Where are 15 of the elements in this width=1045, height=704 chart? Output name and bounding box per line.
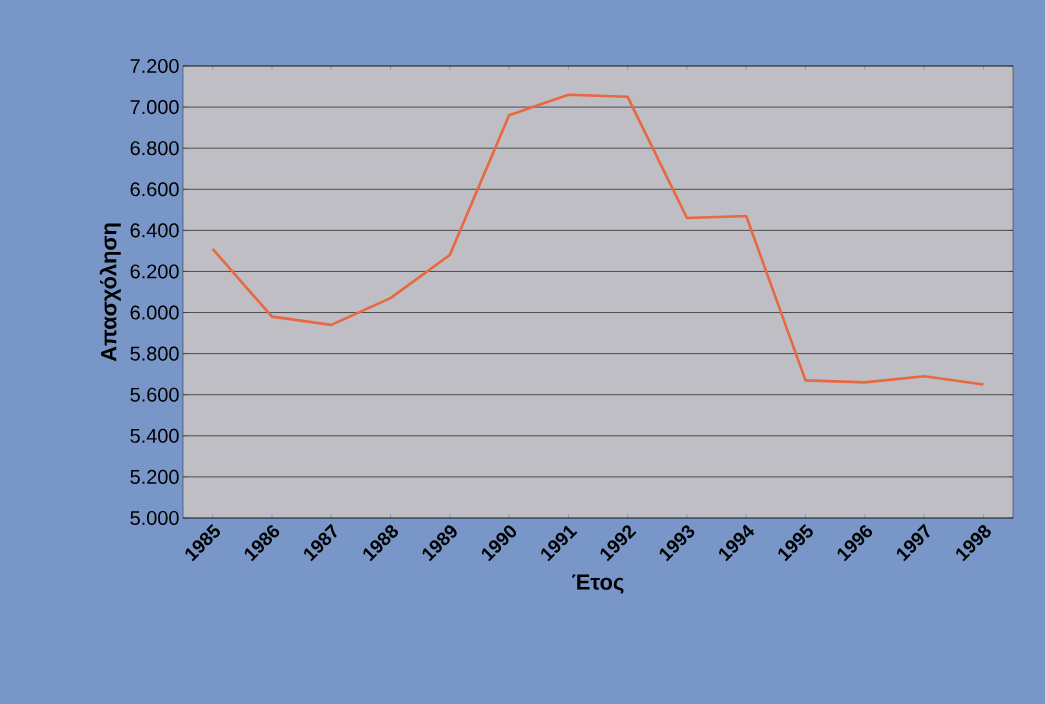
y-tick-label: 6.200	[130, 264, 179, 279]
y-tick-label: 5.600	[130, 387, 179, 402]
y-tick-label: 7.000	[130, 100, 179, 115]
y-tick-label: 5.000	[130, 510, 179, 526]
x-axis-title: Έτος	[572, 574, 624, 594]
y-tick-label: 5.400	[130, 428, 179, 443]
y-tick-label: 6.600	[130, 182, 179, 197]
y-tick-label: 5.200	[130, 469, 179, 484]
line-series	[211, 93, 985, 386]
y-tick-label: 6.800	[130, 141, 179, 156]
y-tick-label: 5.800	[130, 346, 179, 361]
y-axis-title: Απασχόληση	[99, 223, 121, 362]
y-tick-label: 6.000	[130, 305, 179, 320]
y-tick-label: 6.400	[130, 223, 179, 238]
y-tick-label: 7.200	[130, 58, 179, 74]
